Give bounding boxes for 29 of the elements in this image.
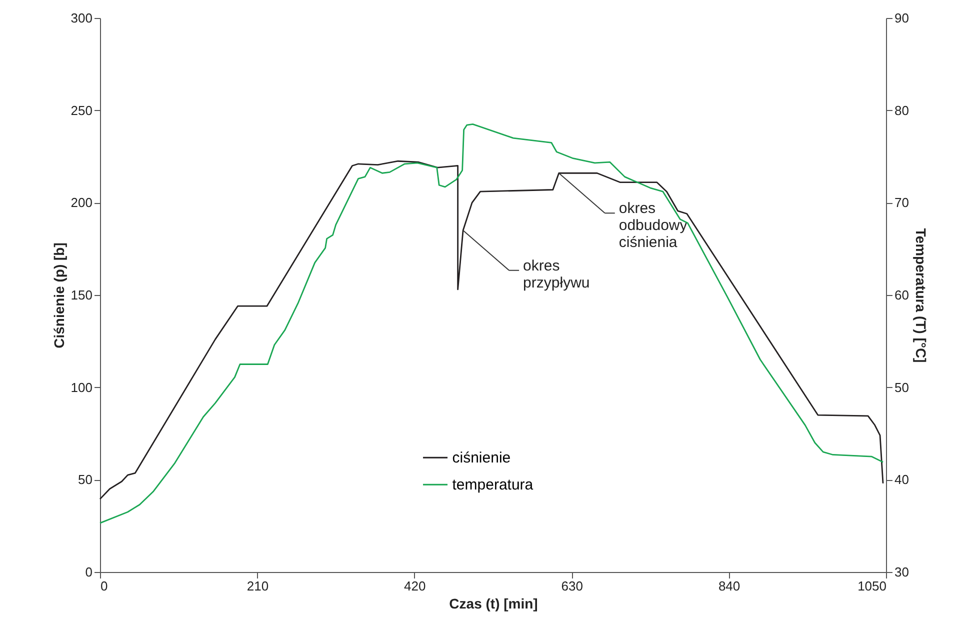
annotation: okres przypływu xyxy=(523,257,590,292)
x-tick-label: 840 xyxy=(718,578,740,594)
y-tick-label: 300 xyxy=(70,10,92,26)
y2-axis-title: Temperatura (T) [°C] xyxy=(912,228,929,363)
y-tick-label: 150 xyxy=(70,288,92,302)
y-tick-label: 200 xyxy=(70,195,92,210)
x-tick-label: 1050 xyxy=(858,578,886,594)
x-tick-label: 210 xyxy=(246,578,269,594)
y-axis-title: Ciśnienie (p) [b] xyxy=(50,242,67,348)
x-axis-title: Czas (t) [min] xyxy=(449,596,538,612)
y2-tick-label: 30 xyxy=(894,564,909,580)
y-tick-label: 0 xyxy=(85,564,92,580)
x-tick-label: 420 xyxy=(404,578,426,594)
x-tick-label: 0 xyxy=(100,578,108,594)
y2-tick-label: 70 xyxy=(894,195,909,210)
y2-tick-label: 50 xyxy=(894,380,909,395)
y-tick-label: 50 xyxy=(78,472,92,488)
line-series xyxy=(99,160,884,500)
y2-tick-label: 90 xyxy=(894,10,909,26)
annotation: okres odbudowy ciśnienia xyxy=(618,200,688,252)
legend-label: temperatura xyxy=(452,476,534,494)
legend-label: ciśnienie xyxy=(452,450,511,467)
line-series xyxy=(99,123,884,524)
y-tick-label: 100 xyxy=(70,380,92,395)
y2-tick-label: 60 xyxy=(894,288,909,302)
y2-tick-label: 80 xyxy=(894,102,909,118)
y2-tick-label: 40 xyxy=(894,472,909,488)
y-tick-label: 250 xyxy=(70,102,92,118)
x-tick-label: 630 xyxy=(561,578,583,594)
